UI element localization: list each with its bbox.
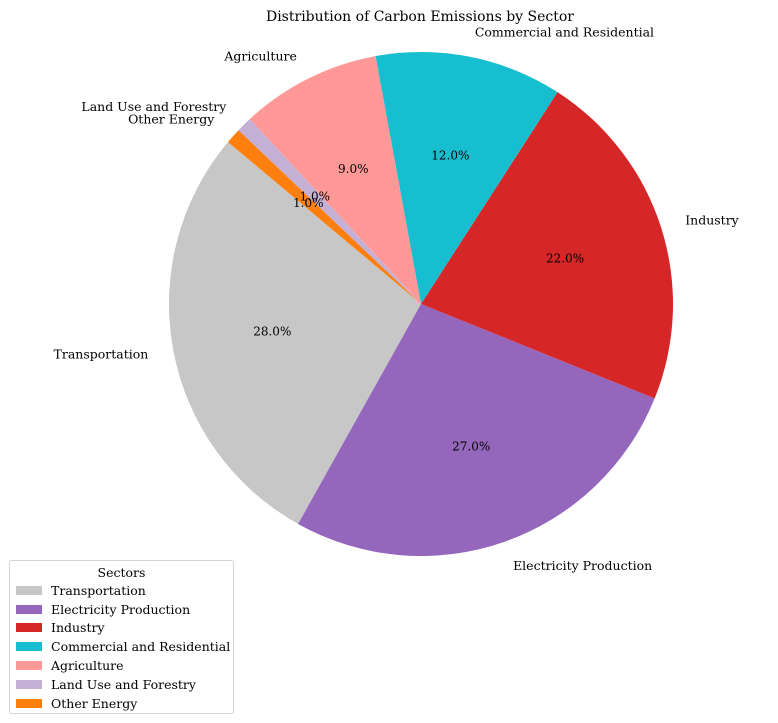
legend-label: Transportation [51,582,146,598]
legend-swatch [16,623,42,633]
legend-item-electricity-production: Electricity Production [10,600,233,619]
category-label-commercial-and-residential: Commercial and Residential [475,25,654,40]
slice-electricity-production [298,304,655,556]
slice-transportation [169,142,421,524]
legend-item-land-use-and-forestry: Land Use and Forestry [10,675,233,694]
slice-commercial-and-residential [375,51,558,304]
category-label-industry: Industry [685,213,739,228]
pie-labels: Transportation 28.0% Electricity Productio… [54,25,740,573]
legend-item-transportation: Transportation [10,581,233,600]
category-label-other-energy: Other Energy [128,112,215,127]
legend-label: Agriculture [51,658,124,674]
category-label-transportation: Transportation [54,347,149,362]
legend-label: Electricity Production [51,601,191,617]
percent-label-agriculture: 9.0% [338,162,369,176]
chart-title: Distribution of Carbon Emissions by Sect… [266,9,574,25]
legend-item-industry: Industry [10,619,233,638]
legend: Sectors Transportation Electricity Produc… [9,560,234,714]
percent-label-other-energy: 1.0% [293,196,324,210]
slice-other-energy [227,130,421,304]
legend-title: Sectors [97,565,146,580]
legend-label: Commercial and Residential [51,639,231,655]
percent-label-transportation: 28.0% [253,324,291,338]
legend-swatch [16,642,42,652]
percent-label-industry: 22.0% [546,251,584,265]
category-label-land-use-and-forestry: Land Use and Forestry [81,99,227,114]
legend-swatch [16,679,42,689]
percent-label-commercial-and-residential: 12.0% [431,149,469,163]
legend-label: Other Energy [51,695,138,711]
legend-item-agriculture: Agriculture [10,656,233,675]
slice-land-use-and-forestry [238,119,421,305]
slice-industry [421,92,673,399]
legend-swatch [16,585,42,595]
legend-item-commercial-and-residential: Commercial and Residential [10,637,233,656]
legend-swatch [16,661,42,671]
percent-label-electricity-production: 27.0% [452,440,490,454]
category-label-agriculture: Agriculture [223,49,297,64]
legend-swatch [16,604,42,614]
percent-label-land-use-and-forestry: 1.0% [300,189,331,203]
pie-slices [169,51,673,556]
legend-label: Land Use and Forestry [51,676,196,692]
legend-item-other-energy: Other Energy [10,694,233,713]
legend-items: Transportation Electricity Production Indu… [10,581,233,713]
legend-label: Industry [51,620,105,636]
slice-agriculture [249,56,421,305]
category-label-electricity-production: Electricity Production [513,558,652,573]
legend-swatch [16,698,42,708]
